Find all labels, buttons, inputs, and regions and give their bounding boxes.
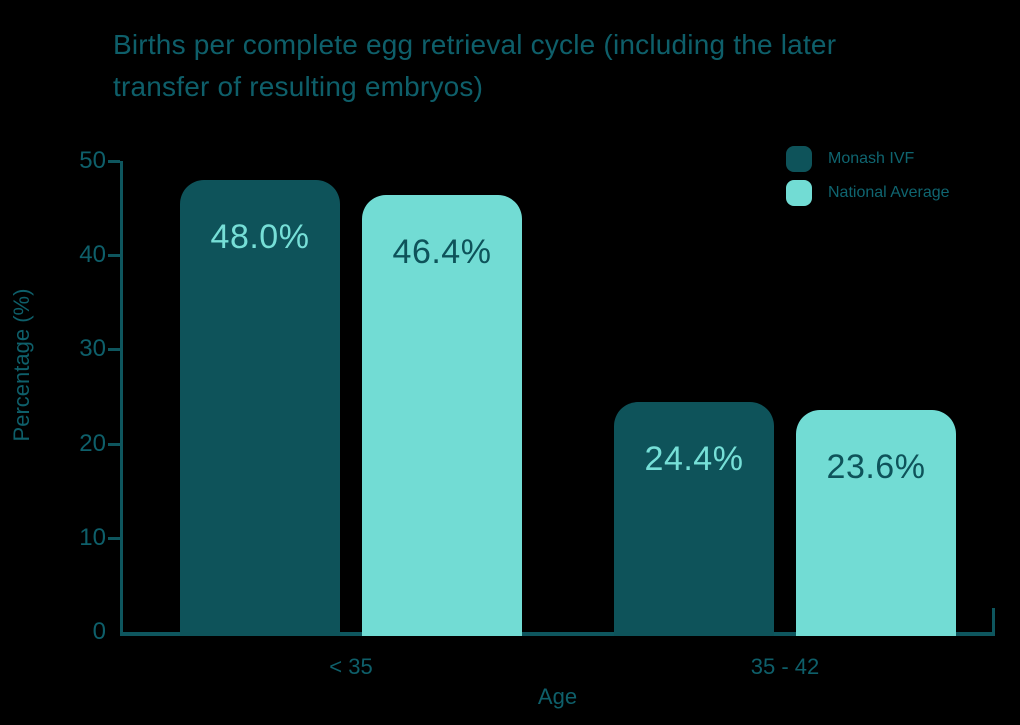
y-tick-mark: [108, 536, 120, 540]
y-tick-label: 20: [79, 429, 106, 457]
y-tick-mark: [108, 442, 120, 446]
chart-title: Births per complete egg retrieval cycle …: [113, 24, 933, 108]
y-tick-label: 40: [79, 241, 106, 269]
y-tick-label: 0: [92, 618, 106, 645]
bar: 24.4%: [614, 402, 774, 636]
bar: 46.4%: [362, 194, 522, 636]
y-tick-mark: [108, 254, 120, 258]
legend-item: National Average: [786, 180, 950, 206]
legend-label: National Average: [828, 184, 950, 201]
y-tick-label: 30: [79, 335, 106, 363]
x-axis-title: Age: [537, 684, 578, 709]
legend-swatch-icon: [786, 180, 812, 206]
y-tick-label: 50: [79, 147, 106, 174]
x-category-label: 35 - 42: [750, 654, 820, 679]
x-axis-end-tick: [992, 608, 995, 636]
chart-title-line: Births per complete egg retrieval cycle …: [113, 29, 837, 60]
bar-value-label: 23.6%: [826, 447, 926, 486]
x-category-label: < 35: [329, 654, 373, 679]
legend: Monash IVF National Average: [786, 146, 950, 214]
bar-value-label: 48.0%: [210, 217, 310, 256]
y-tick-mark: [108, 348, 120, 352]
legend-swatch-icon: [786, 146, 812, 172]
bar-value-label: 46.4%: [392, 232, 492, 271]
y-tick-mark: [108, 160, 120, 163]
y-axis-line: [120, 161, 123, 636]
y-tick-label: 10: [79, 523, 106, 551]
legend-label: Monash IVF: [828, 150, 915, 167]
bar-value-label: 24.4%: [644, 440, 744, 479]
legend-item: Monash IVF: [786, 146, 950, 172]
bar: 23.6%: [796, 409, 956, 636]
x-axis-line: [120, 632, 995, 636]
bar: 48.0%: [180, 179, 340, 636]
chart-title-line: transfer of resulting embryos): [113, 71, 484, 102]
